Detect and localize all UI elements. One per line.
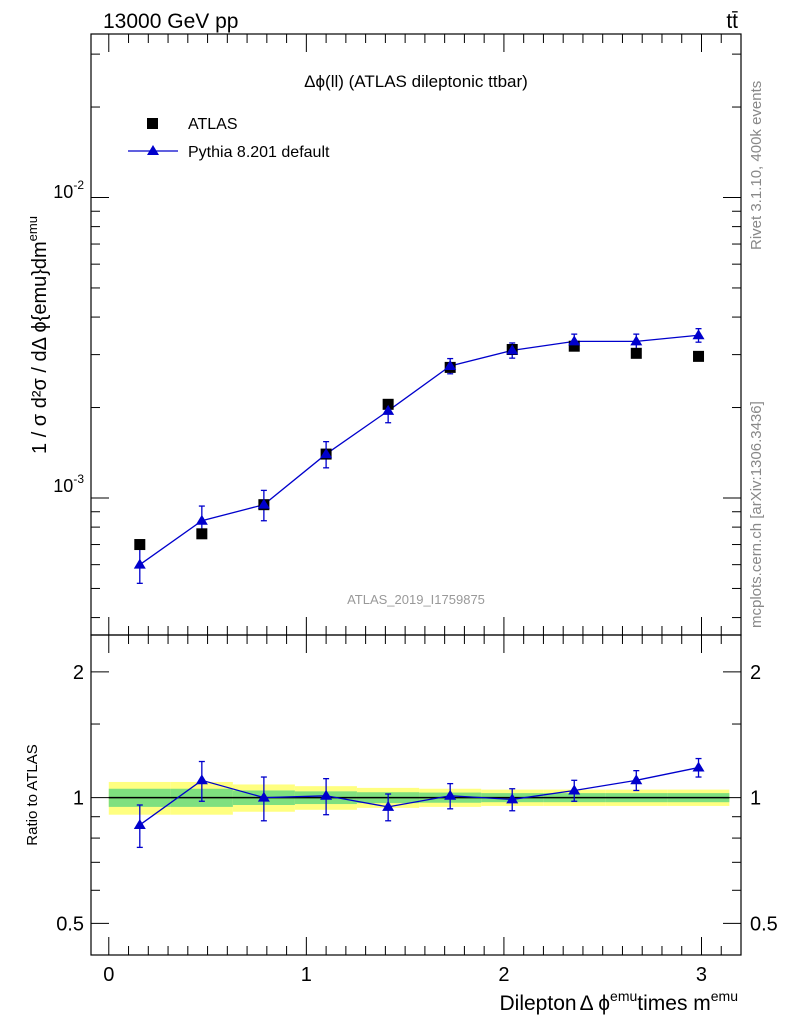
pythia-point — [320, 448, 333, 459]
ratio-y-tick-label-right: 0.5 — [750, 913, 778, 935]
ratio-pythia-point — [195, 774, 208, 785]
ratio-y-tick-label: 0.5 — [56, 913, 84, 935]
pythia-point — [133, 558, 146, 569]
pythia-point — [630, 335, 643, 346]
ratio-y-tick-label-right: 1 — [750, 788, 761, 810]
x-tick-label: 3 — [696, 964, 707, 986]
pythia-point — [382, 404, 395, 415]
ratio-y-tick-label-right: 2 — [750, 662, 761, 684]
x-tick-label: 0 — [103, 964, 114, 986]
main-band-layer — [133, 328, 705, 584]
main-title: Δϕ(ll) (ATLAS dileptonic ttbar) — [304, 72, 528, 91]
pythia-point — [444, 359, 457, 370]
mcplots-label: mcplots.cern.ch [arXiv:1306.3436] — [748, 401, 765, 628]
pythia-point — [195, 514, 208, 525]
ratio-pythia-point — [444, 789, 457, 800]
main-y-tick-exp-1e-3: -3 — [73, 472, 84, 486]
ratio-pythia-point — [382, 800, 395, 811]
ratio-y-tick-label: 1 — [73, 788, 84, 810]
legend-atlas-label: ATLAS — [188, 116, 238, 133]
main-y-axis-label: 1 / σ d²σ / dΔ ϕ{emu}dmemu — [25, 216, 51, 454]
ratio-pythia-point — [133, 818, 146, 829]
legend-pythia-marker — [147, 145, 159, 155]
atlas-point — [568, 340, 580, 352]
pythia-line — [139, 334, 699, 566]
main-y-tick-label-1e-3: 10-3 — [53, 472, 84, 496]
legend: ATLAS Pythia 8.201 default — [128, 116, 330, 161]
atlas-point — [693, 350, 705, 362]
ratio-frame — [90, 634, 742, 956]
atlas-point — [630, 347, 642, 359]
ratio-band-layer — [108, 757, 730, 849]
ratio-pythia-point — [692, 761, 705, 772]
ratio-pythia-point — [320, 789, 333, 800]
x-tick-label: 2 — [498, 964, 509, 986]
atlas-point — [196, 528, 208, 540]
main-y-tick-exp-1e-2: -2 — [73, 178, 84, 192]
main-y-tick-label-1e-2: 10-2 — [53, 178, 84, 202]
header-right: tt̄ — [726, 10, 738, 33]
atlas-point — [134, 539, 146, 551]
ratio-pythia-point — [630, 774, 643, 785]
x-tick-label: 1 — [301, 964, 312, 986]
legend-atlas-marker — [147, 118, 158, 129]
analysis-id: ATLAS_2019_I1759875 — [347, 592, 485, 607]
atlas-point — [382, 398, 394, 410]
ratio-pythia-line — [139, 766, 699, 826]
main-panel: Δϕ(ll) (ATLAS dileptonic ttbar) ATLAS_20… — [25, 33, 742, 636]
ratio-y-tick-label: 2 — [73, 662, 84, 684]
pythia-point — [568, 335, 581, 346]
ratio-panel: 0.5 0.5 1 1 2 2 0 1 2 3 Ratio to ATLAS Dilepton Δ … — [24, 634, 778, 1015]
x-axis-title: Dilepton Δ ϕemutimes memu — [500, 988, 739, 1015]
header-left: 13000 GeV pp — [103, 10, 238, 33]
ratio-pythia-point — [257, 791, 270, 802]
pythia-point — [506, 344, 519, 355]
legend-pythia-label: Pythia 8.201 default — [188, 144, 330, 161]
ratio-y-axis-label: Ratio to ATLAS — [24, 744, 41, 845]
ratio-pythia-point — [568, 784, 581, 795]
main-ticks — [91, 34, 741, 635]
pythia-point — [692, 329, 705, 340]
ratio-pythia-point — [506, 793, 519, 804]
ratio-ticks: 0.5 0.5 1 1 2 2 0 1 2 3 — [56, 635, 778, 986]
pythia-point — [257, 498, 270, 509]
rivet-label: Rivet 3.1.10, 400k events — [748, 81, 765, 250]
